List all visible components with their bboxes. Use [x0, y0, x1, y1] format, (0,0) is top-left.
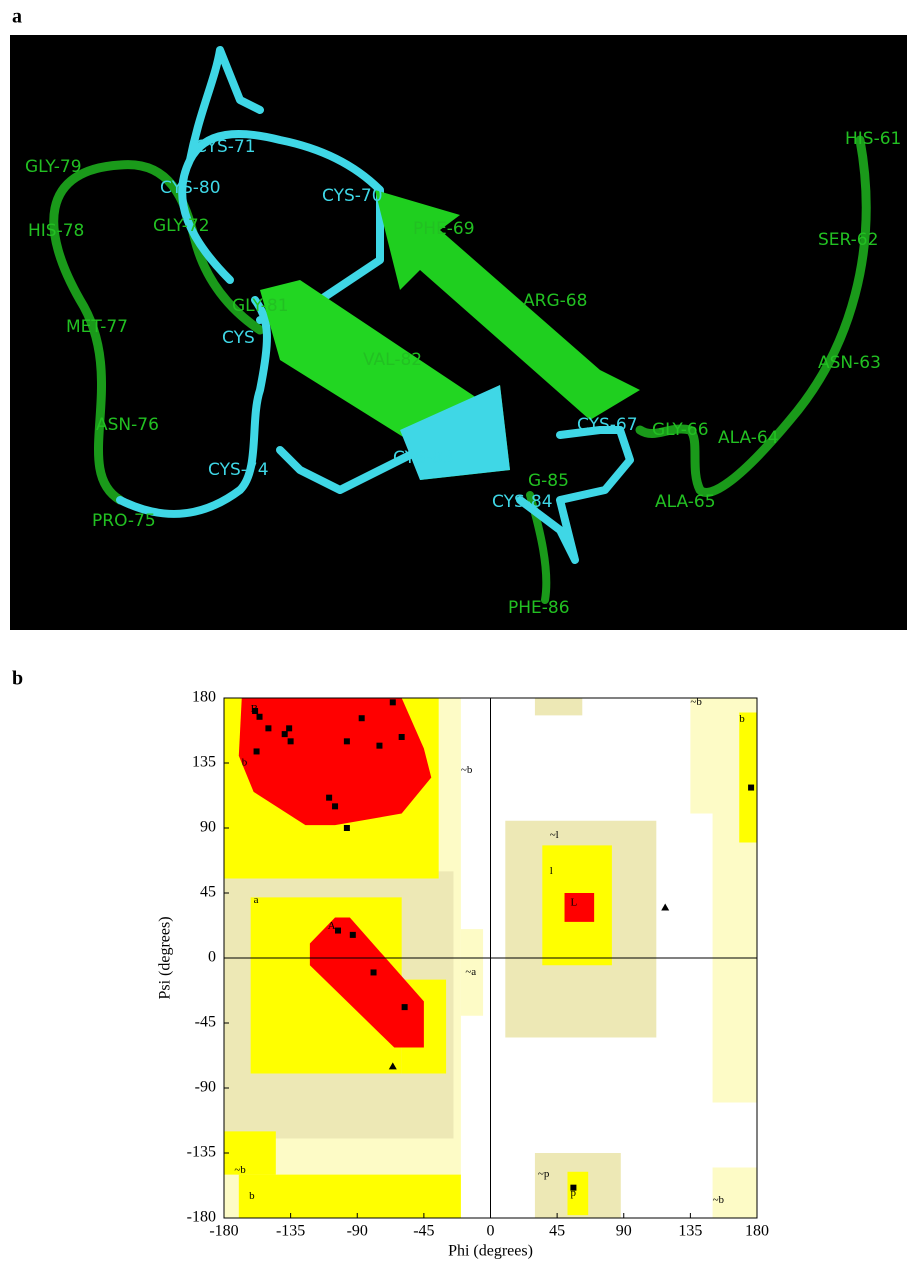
region-label: b — [242, 757, 248, 769]
residue-label: CYS-83 — [393, 448, 454, 468]
region — [739, 712, 757, 842]
region-label: ~l — [550, 829, 559, 841]
residue-label: HIS-61 — [845, 129, 901, 149]
region — [535, 698, 582, 715]
point — [332, 803, 338, 809]
residue-label: GLY-79 — [25, 157, 82, 177]
x-tick-label: 180 — [745, 1223, 769, 1240]
point — [350, 932, 356, 938]
x-axis-label: Phi (degrees) — [448, 1243, 533, 1260]
point — [257, 714, 263, 720]
region-label: ~b — [690, 696, 702, 708]
x-tick-label: 135 — [678, 1223, 702, 1240]
residue-label: ASN-76 — [96, 415, 159, 435]
region-label: b — [249, 1190, 255, 1202]
figure: a GLY-79 CYS-80 CYS-71 CYS-70 GLY-72 HIS… — [0, 0, 907, 1268]
region-label: A — [328, 920, 336, 932]
residue-label: CYS-80 — [160, 178, 221, 198]
panel-label: b — [12, 668, 23, 690]
point — [326, 795, 332, 801]
y-tick-label: 45 — [200, 884, 216, 901]
point — [265, 725, 271, 731]
residue-label: VAL-82 — [363, 350, 422, 370]
point — [344, 738, 350, 744]
point — [254, 748, 260, 754]
residue-label: ARG-68 — [523, 291, 587, 311]
residue-label: G-85 — [528, 471, 569, 491]
residue-label: ALA-64 — [718, 428, 779, 448]
residue-label: ALA-65 — [655, 492, 716, 512]
residue-label: SER-62 — [818, 230, 878, 250]
region-label: l — [550, 865, 553, 877]
point — [359, 715, 365, 721]
y-tick-label: 0 — [208, 949, 216, 966]
x-tick-label: -45 — [413, 1223, 434, 1240]
residue-label: CYS-71 — [195, 137, 256, 157]
y-tick-label: -90 — [195, 1079, 216, 1096]
residue-label: PHE-69 — [413, 219, 475, 239]
residue-label: ASN-63 — [818, 353, 881, 373]
y-tick-label: -45 — [195, 1014, 216, 1031]
point — [286, 725, 292, 731]
structure-background — [10, 35, 907, 630]
region-label: b — [739, 713, 745, 725]
region — [565, 893, 595, 922]
point — [335, 928, 341, 934]
point — [399, 734, 405, 740]
residue-label: MET-77 — [66, 317, 128, 337]
region-label: ~b — [234, 1164, 246, 1176]
x-tick-label: -90 — [347, 1223, 368, 1240]
point — [288, 738, 294, 744]
x-tick-label: 90 — [616, 1223, 632, 1240]
point — [390, 699, 396, 705]
y-tick-label: 90 — [200, 819, 216, 836]
point — [282, 731, 288, 737]
y-tick-label: -180 — [187, 1209, 216, 1226]
point — [402, 1004, 408, 1010]
y-tick-label: -135 — [187, 1144, 216, 1161]
region-label: a — [254, 894, 259, 906]
point — [252, 708, 258, 714]
residue-label: CYS-74 — [208, 460, 269, 480]
point — [570, 1185, 576, 1191]
x-tick-label: -135 — [276, 1223, 305, 1240]
residue-label: GLY-72 — [153, 216, 210, 236]
residue-label: GLY-66 — [652, 420, 709, 440]
point — [371, 969, 377, 975]
point — [376, 743, 382, 749]
residue-label: PHE-86 — [508, 598, 570, 618]
point — [748, 785, 754, 791]
region-label: ~b — [461, 764, 473, 776]
residue-label: HIS-78 — [28, 221, 84, 241]
residue-label: CYS-67 — [577, 415, 638, 435]
residue-label: CYS-84 — [492, 492, 553, 512]
region — [713, 1167, 757, 1218]
residue-label: GLY-81 — [232, 296, 289, 316]
point — [344, 825, 350, 831]
region — [224, 1131, 276, 1174]
residue-label: PRO-75 — [92, 511, 156, 531]
y-tick-label: 180 — [192, 689, 216, 706]
region-label: ~p — [538, 1168, 550, 1180]
region-label: L — [570, 897, 577, 909]
region-label: ~a — [465, 966, 476, 978]
point — [661, 903, 669, 910]
residue-label: CYS — [222, 328, 255, 348]
y-axis-label: Psi (degrees) — [157, 916, 174, 999]
panel-label: a — [12, 6, 22, 28]
region-label: ~b — [713, 1194, 725, 1206]
x-tick-label: 0 — [487, 1223, 495, 1240]
region — [239, 1175, 461, 1218]
y-tick-label: 135 — [192, 754, 216, 771]
residue-label: CYS-70 — [322, 186, 383, 206]
x-tick-label: 45 — [549, 1223, 565, 1240]
